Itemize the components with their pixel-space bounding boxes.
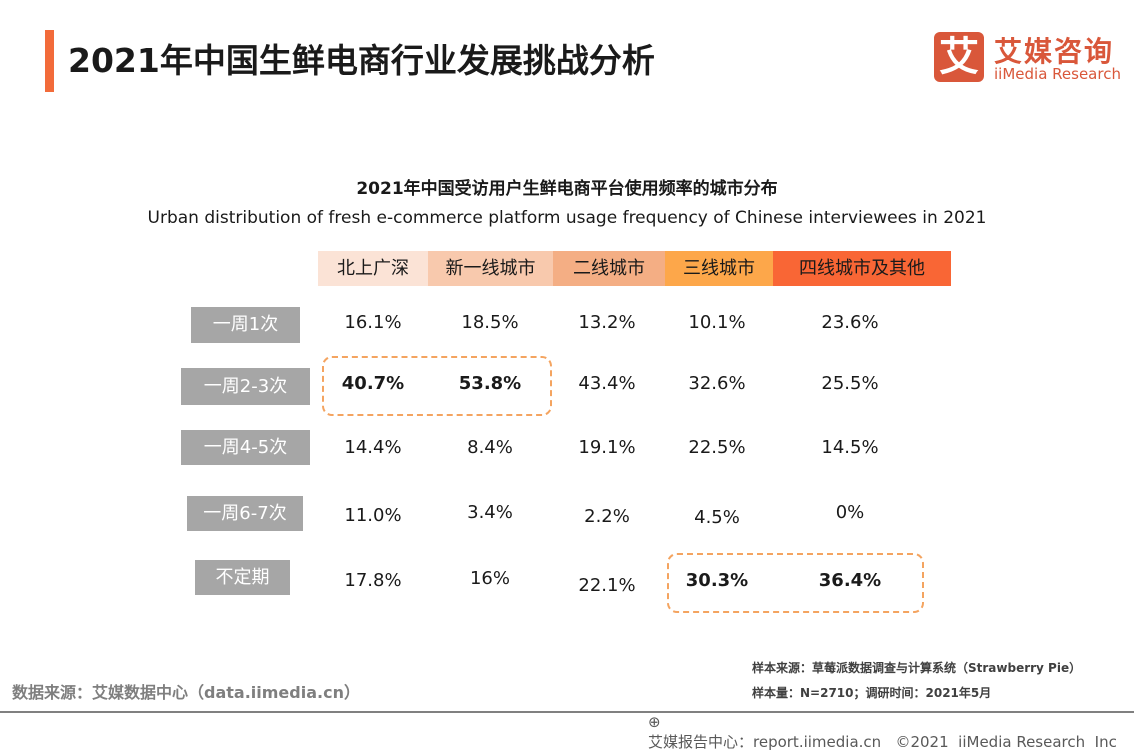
sample-size: 样本量：N=2710；调研时间：2021年5月 xyxy=(752,686,992,700)
logo-en: iiMedia Research xyxy=(994,65,1121,83)
table-cell: 18.5% xyxy=(461,312,519,333)
page-title: 2021年中国生鲜电商行业发展挑战分析 xyxy=(68,41,655,80)
row-label: 一周6-7次 xyxy=(187,496,303,531)
table-cell: 14.5% xyxy=(821,437,879,458)
row-label: 一周4-5次 xyxy=(181,430,310,465)
table-cell: 14.4% xyxy=(344,437,402,458)
row-label: 一周2-3次 xyxy=(181,368,310,405)
table-cell: 43.4% xyxy=(578,373,636,394)
table-cell: 40.7% xyxy=(341,373,405,394)
logo-mark: 艾 xyxy=(934,32,984,82)
row-label: 不定期 xyxy=(195,560,290,595)
table-cell: 0% xyxy=(835,502,865,523)
table-cell: 2.2% xyxy=(584,506,630,527)
table-cell: 25.5% xyxy=(821,373,879,394)
table-cell: 53.8% xyxy=(458,373,522,394)
table-cell: 23.6% xyxy=(821,312,879,333)
column-header: 三线城市 xyxy=(665,251,773,286)
table-cell: 32.6% xyxy=(688,373,746,394)
table-cell: 16% xyxy=(469,568,510,589)
table-cell: 36.4% xyxy=(818,570,882,591)
table-cell: 17.8% xyxy=(344,570,402,591)
column-header: 新一线城市 xyxy=(428,251,553,286)
column-header: 北上广深 xyxy=(318,251,428,286)
column-header: 二线城市 xyxy=(553,251,665,286)
column-header: 四线城市及其他 xyxy=(773,251,951,286)
footer-report-text: 艾媒报告中心：report.iimedia.cn ©2021 iiMedia R… xyxy=(648,733,1117,751)
table-cell: 10.1% xyxy=(688,312,746,333)
title-accent-bar xyxy=(45,30,54,92)
logo-cn: 艾媒咨询 xyxy=(994,35,1115,68)
globe-icon: ⊕ xyxy=(648,713,661,731)
table-cell: 16.1% xyxy=(344,312,402,333)
table-cell: 3.4% xyxy=(467,502,513,523)
highlight-box-top xyxy=(322,356,552,416)
highlight-box-bottom xyxy=(667,553,924,613)
chart-subtitle: Urban distribution of fresh e-commerce p… xyxy=(147,208,987,228)
table-cell: 11.0% xyxy=(344,505,402,526)
row-label: 一周1次 xyxy=(191,307,300,343)
sample-source: 样本来源：草莓派数据调查与计算系统（Strawberry Pie） xyxy=(752,661,1082,675)
table-cell: 22.1% xyxy=(578,575,636,596)
footer-divider xyxy=(0,711,1134,713)
footer-report: ⊕ 艾媒报告中心：report.iimedia.cn ©2021 iiMedia… xyxy=(648,713,1134,752)
table-cell: 13.2% xyxy=(578,312,636,333)
table-cell: 4.5% xyxy=(694,507,740,528)
table-cell: 30.3% xyxy=(685,570,749,591)
data-source: 数据来源：艾媒数据中心（data.iimedia.cn） xyxy=(12,683,360,702)
table-cell: 8.4% xyxy=(467,437,513,458)
table-cell: 19.1% xyxy=(578,437,636,458)
chart-title: 2021年中国受访用户生鲜电商平台使用频率的城市分布 xyxy=(356,179,778,199)
table-cell: 22.5% xyxy=(688,437,746,458)
